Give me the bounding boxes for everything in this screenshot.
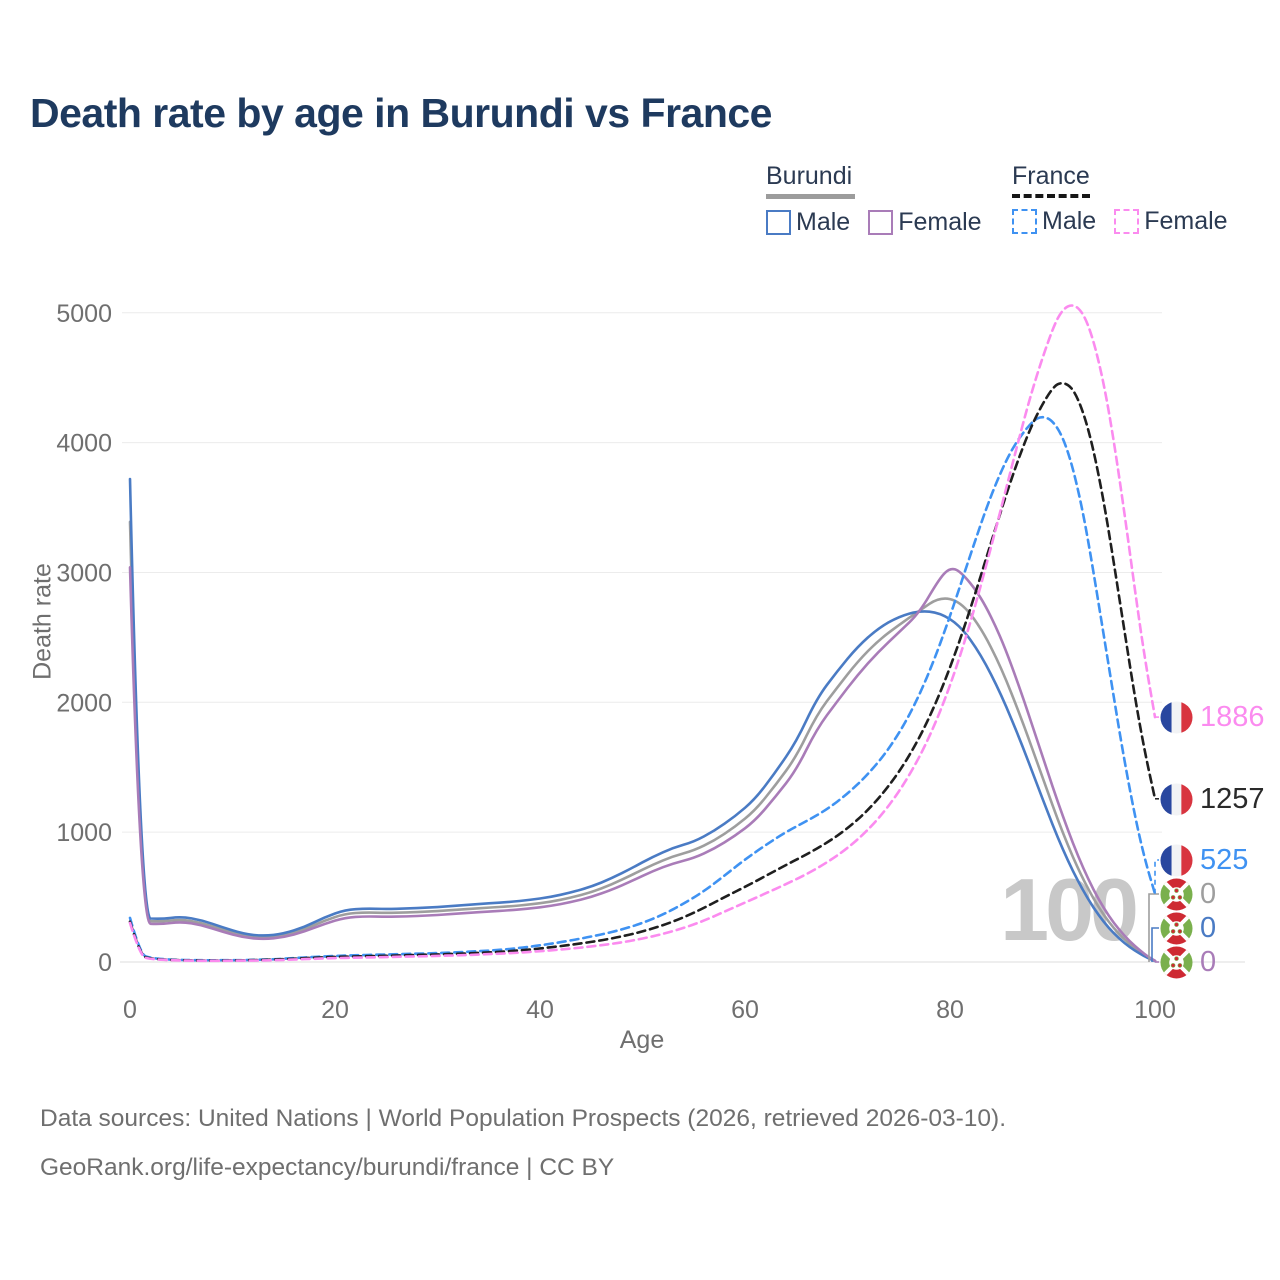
footer-link: GeoRank.org/life-expectancy/burundi/fran… [40,1154,615,1181]
end-label-value: 0 [1200,946,1217,978]
end-label-value: 1886 [1200,701,1265,733]
legend-underline-france [1012,194,1090,198]
burundi-flag-icon [1160,911,1193,945]
end-label-burundi-male: 0 [1160,911,1216,945]
legend-item-burundi-male[interactable]: Male [766,208,850,237]
france-flag-icon [1160,782,1193,816]
checkbox-swatch-france-female[interactable] [1114,209,1140,234]
series-line-burundi-female [128,566,1157,962]
burundi-flag-icon [1160,945,1193,979]
series-line-france-female [128,304,1157,963]
y-tick-label: 2000 [56,689,112,717]
end-label-value: 525 [1200,844,1249,876]
x-tick-label: 0 [123,996,137,1024]
end-label-burundi-female: 0 [1160,945,1216,979]
end-label-france-male: 525 [1160,843,1248,877]
burundi-flag-icon [1160,877,1193,911]
end-label-connector-burundi-male [1151,927,1159,962]
page-title: Death rate by age in Burundi vs France [30,90,772,136]
series-line-burundi-average [128,520,1157,963]
y-tick-label: 0 [98,949,112,977]
legend-underline-burundi [766,194,855,199]
y-tick-label: 4000 [56,430,112,458]
x-axis-title: Age [619,1026,665,1054]
checkbox-swatch-burundi-female[interactable] [868,209,894,235]
end-label-burundi-average: 0 [1160,877,1216,911]
end-label-france-female: 1886 [1160,700,1265,734]
legend-item-label: Male [796,207,851,236]
footer-sources: Data sources: United Nations | World Pop… [40,1105,1007,1132]
end-label-value: 1257 [1200,783,1265,815]
y-tick-label: 3000 [56,559,112,587]
series-line-burundi-male [128,477,1157,963]
end-label-connector-burundi-average [1148,893,1159,962]
checkbox-swatch-france-male[interactable] [1012,209,1037,234]
legend-item-burundi-female[interactable]: Female [868,207,982,237]
end-label-connector-france-male [1154,859,1159,894]
y-tick-label: 5000 [56,300,112,328]
x-tick-label: 20 [321,996,349,1024]
france-flag-icon [1160,843,1193,877]
end-label-value: 0 [1200,878,1217,910]
x-tick-label: 40 [526,996,554,1024]
checkbox-swatch-burundi-male[interactable] [766,209,791,235]
x-tick-label: 80 [936,996,964,1024]
legend-item-label: Female [1144,207,1228,235]
footer: Data sources: United Nations | World Pop… [40,1094,1006,1192]
x-tick-label: 100 [1134,996,1176,1024]
legend-group-burundi: Burundi Male Female [766,162,982,237]
legend-item-label: Male [1042,207,1097,235]
end-label-value: 0 [1200,912,1217,944]
x-tick-label: 60 [731,996,759,1024]
legend-country-france: France [1012,162,1090,190]
series-line-france-male [128,415,1157,962]
end-label-france-average: 1257 [1160,782,1265,816]
legend-group-france: France Male Female [1012,162,1228,236]
legend-country-burundi: Burundi [766,162,853,190]
legend-item-label: Female [898,207,982,236]
y-tick-label: 1000 [56,819,112,847]
age-watermark: 100 [1000,860,1139,959]
france-flag-icon [1160,700,1193,734]
y-axis-title: Death rate [28,563,57,680]
legend-item-france-male[interactable]: Male [1012,207,1096,236]
legend-item-france-female[interactable]: Female [1114,207,1228,236]
